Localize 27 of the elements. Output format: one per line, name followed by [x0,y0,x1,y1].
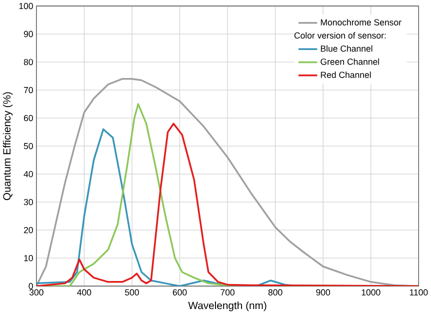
x-tick-label: 900 [316,289,330,296]
y-axis-title: Quantum Efficiency (%) [2,92,13,200]
x-tick-label: 600 [172,289,187,296]
x-tick-label: 800 [268,289,282,296]
x-tick-label: 400 [77,289,92,296]
x-tick-label: 300 [29,289,44,296]
x-tick-label: 1100 [410,289,428,296]
y-tick-label: 0 [28,282,33,290]
legend-label: Green Channel [320,58,380,65]
x-tick-label: 1000 [362,289,380,296]
y-tick-label: 10 [24,254,33,262]
y-tick-label: 80 [24,58,33,66]
legend-title: Color version of sensor: [294,32,386,39]
legend-label: Monochrome Sensor [320,18,402,26]
y-tick-label: 40 [24,170,33,178]
legend-label: Red Channel [320,71,371,78]
y-tick-label: 90 [24,30,33,38]
y-tick-label: 100 [19,2,33,10]
x-tick-label: 500 [125,289,139,296]
legend-label: Blue Channel [320,45,372,52]
x-tick-label: 700 [220,289,234,296]
y-tick-label: 60 [24,114,33,122]
y-tick-label: 30 [24,198,33,206]
x-axis-title: Wavelength (nm) [188,301,266,312]
y-tick-label: 70 [24,86,33,94]
y-tick-label: 50 [24,142,33,150]
y-tick-label: 20 [24,226,33,234]
